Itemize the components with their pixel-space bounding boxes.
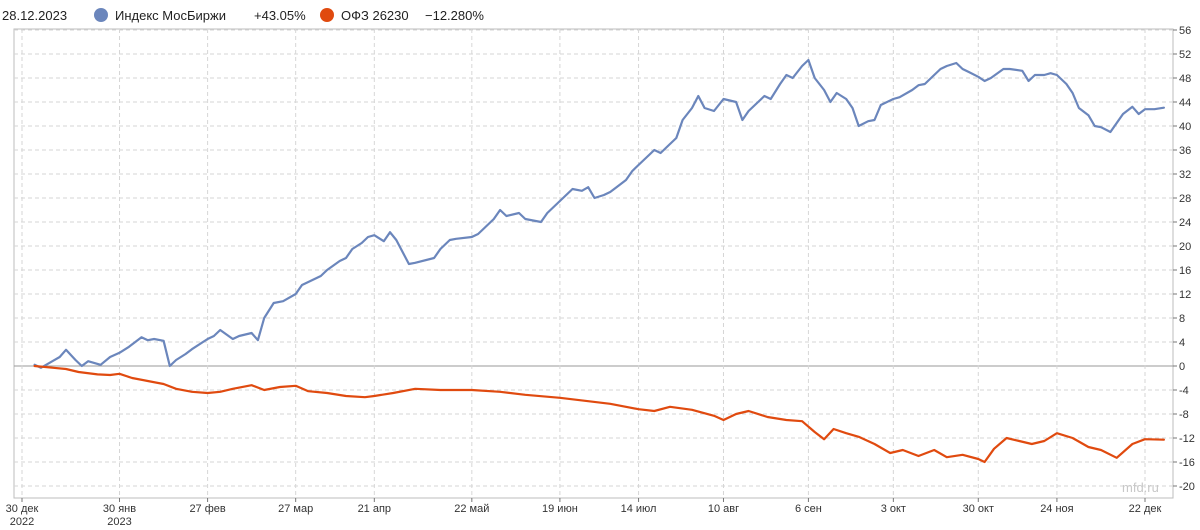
x-tick-label: 3 окт — [881, 503, 906, 515]
y-tick-label: -12 — [1179, 433, 1195, 445]
x-tick-label: 27 мар — [278, 503, 313, 515]
x-tick-label: 21 апр — [358, 503, 391, 515]
series-line-moex — [33, 58, 1165, 369]
series-line-ofz — [33, 364, 1165, 464]
legend-date: 28.12.2023 — [2, 8, 67, 23]
y-tick-label: 8 — [1179, 313, 1185, 325]
legend-value-ofz: −12.280% — [425, 8, 484, 23]
y-tick-label: 32 — [1179, 169, 1191, 181]
y-tick-label: 20 — [1179, 241, 1191, 253]
series-lines — [33, 58, 1165, 464]
y-tick-label: 28 — [1179, 193, 1191, 205]
watermark: mfd.ru — [1122, 480, 1159, 495]
legend: 28.12.2023 Индекс МосБиржи +43.05% ОФЗ 2… — [2, 8, 484, 23]
x-tick-label: 30 окт — [963, 503, 994, 515]
y-tick-label: 36 — [1179, 145, 1191, 157]
x-tick-label: 2023 — [107, 516, 131, 528]
y-tick-label: 4 — [1179, 337, 1185, 349]
y-tick-label: 52 — [1179, 49, 1191, 61]
horizontal-gridlines — [14, 29, 1173, 487]
y-tick-label: -20 — [1179, 481, 1195, 493]
x-tick-label: 30 дек — [6, 503, 39, 515]
y-tick-label: 12 — [1179, 289, 1191, 301]
legend-marker-moex — [94, 8, 108, 22]
vertical-gridlines — [21, 29, 1146, 498]
x-tick-label: 27 фев — [189, 503, 225, 515]
y-tick-label: 48 — [1179, 73, 1191, 85]
x-tick-label: 14 июл — [621, 503, 657, 515]
y-tick-label: -16 — [1179, 457, 1195, 469]
legend-value-moex: +43.05% — [254, 8, 306, 23]
legend-name-ofz: ОФЗ 26230 — [341, 8, 409, 23]
y-tick-label: -8 — [1179, 409, 1189, 421]
x-tick-label: 19 июн — [542, 503, 578, 515]
y-tick-label: 40 — [1179, 121, 1191, 133]
x-tick-label: 6 сен — [795, 503, 822, 515]
x-tick-label: 22 дек — [1129, 503, 1162, 515]
y-tick-label: 16 — [1179, 265, 1191, 277]
y-tick-label: 0 — [1179, 361, 1185, 373]
x-tick-label: 2022 — [10, 516, 34, 528]
plot-frame — [13, 28, 1174, 499]
y-tick-label: 56 — [1179, 25, 1191, 37]
legend-marker-ofz — [320, 8, 334, 22]
x-tick-label: 24 ноя — [1040, 503, 1073, 515]
y-tick-label: 24 — [1179, 217, 1191, 229]
x-tick-label: 22 май — [454, 503, 489, 515]
y-tick-label: -4 — [1179, 385, 1189, 397]
y-tick-label: 44 — [1179, 97, 1191, 109]
x-tick-label: 30 янв — [103, 503, 136, 515]
legend-name-moex: Индекс МосБиржи — [115, 8, 226, 23]
x-tick-label: 10 авг — [708, 503, 739, 515]
